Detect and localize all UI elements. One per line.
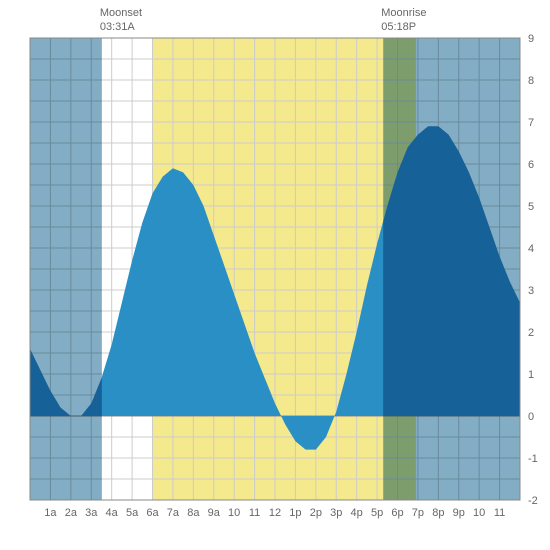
- svg-text:5a: 5a: [126, 507, 139, 519]
- tide-chart: -2-101234567891a2a3a4a5a6a7a8a9a1011121p…: [0, 0, 550, 550]
- svg-text:4p: 4p: [351, 507, 363, 519]
- svg-text:5p: 5p: [371, 507, 383, 519]
- svg-text:6: 6: [528, 159, 534, 171]
- svg-text:4a: 4a: [106, 507, 119, 519]
- svg-text:3: 3: [528, 285, 534, 297]
- annotation-label: Moonrise: [381, 6, 426, 20]
- svg-text:2: 2: [528, 327, 534, 339]
- svg-text:3a: 3a: [85, 507, 98, 519]
- svg-text:9a: 9a: [208, 507, 221, 519]
- svg-text:-2: -2: [528, 495, 538, 507]
- svg-text:1p: 1p: [289, 507, 301, 519]
- svg-text:8p: 8p: [432, 507, 444, 519]
- svg-text:8: 8: [528, 75, 534, 87]
- svg-text:-1: -1: [528, 453, 538, 465]
- svg-text:10: 10: [473, 507, 485, 519]
- annotation-label: Moonset: [100, 6, 142, 20]
- moonrise-annotation: Moonrise05:18P: [381, 6, 426, 35]
- svg-text:6a: 6a: [146, 507, 159, 519]
- svg-text:11: 11: [249, 507, 260, 519]
- svg-text:4: 4: [528, 243, 534, 255]
- svg-text:7: 7: [528, 117, 534, 129]
- svg-text:6p: 6p: [391, 507, 403, 519]
- svg-text:7p: 7p: [412, 507, 424, 519]
- svg-text:7a: 7a: [167, 507, 180, 519]
- svg-text:3p: 3p: [330, 507, 342, 519]
- svg-text:12: 12: [269, 507, 281, 519]
- svg-text:11: 11: [494, 507, 505, 519]
- svg-text:2a: 2a: [65, 507, 78, 519]
- annotation-time: 05:18P: [381, 20, 426, 34]
- annotation-time: 03:31A: [100, 20, 142, 34]
- svg-text:1a: 1a: [44, 507, 57, 519]
- svg-text:9p: 9p: [453, 507, 465, 519]
- moonset-annotation: Moonset03:31A: [100, 6, 142, 35]
- svg-text:1: 1: [528, 369, 534, 381]
- svg-text:0: 0: [528, 411, 534, 423]
- svg-text:5: 5: [528, 201, 534, 213]
- chart-svg: -2-101234567891a2a3a4a5a6a7a8a9a1011121p…: [0, 0, 550, 550]
- svg-text:10: 10: [228, 507, 240, 519]
- svg-text:2p: 2p: [310, 507, 322, 519]
- svg-text:8a: 8a: [187, 507, 200, 519]
- svg-text:9: 9: [528, 33, 534, 45]
